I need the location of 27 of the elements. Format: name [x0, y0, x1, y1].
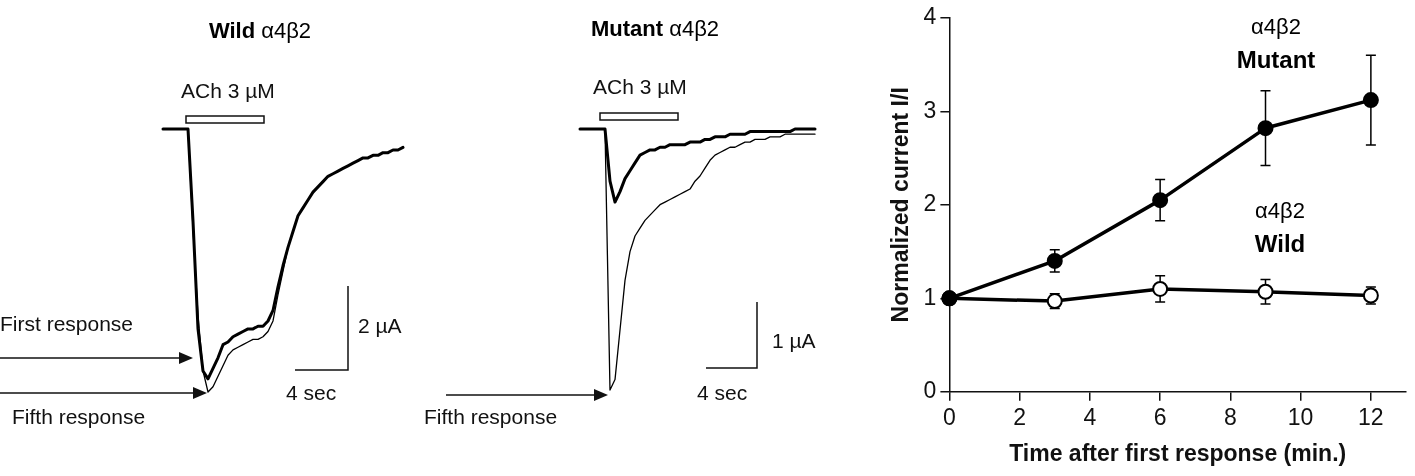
y-axis-title: Normalized current I/I: [887, 87, 914, 323]
x-tick-label: 10: [1287, 403, 1314, 430]
annotation: 4 sec: [286, 381, 337, 404]
y-tick-label: 1: [923, 283, 937, 310]
text: ACh 3 µM: [593, 75, 687, 98]
annotation: 4 sec: [697, 381, 748, 404]
x-axis-title: Time after first response (min.): [1009, 439, 1347, 466]
text: ACh 3 µM: [181, 79, 275, 102]
y-tick-label: 0: [923, 377, 937, 404]
x-tick-label: 4: [1083, 403, 1097, 430]
annotation: 2 µA: [358, 314, 402, 337]
text: First response: [0, 312, 134, 335]
x-tick-label: 0: [942, 403, 956, 430]
series-label: α4β2 Wild: [1254, 197, 1306, 259]
y-tick-label: 2: [923, 190, 937, 217]
series-label: α4β2 Mutant: [1236, 13, 1316, 75]
chart-title: Wild α4β2: [208, 18, 312, 43]
chart-title: Mutant α4β2: [590, 16, 720, 41]
text: Fifth response: [424, 405, 558, 428]
text: Fifth response: [12, 405, 146, 428]
y-tick-label: 3: [923, 96, 937, 123]
x-tick-label: 8: [1223, 403, 1237, 430]
x-tick-label: 2: [1013, 403, 1027, 430]
y-tick-label: 4: [923, 3, 937, 30]
annotation: 1 µA: [772, 329, 816, 352]
x-tick-label: 6: [1153, 403, 1167, 430]
x-tick-label: 12: [1358, 403, 1384, 430]
